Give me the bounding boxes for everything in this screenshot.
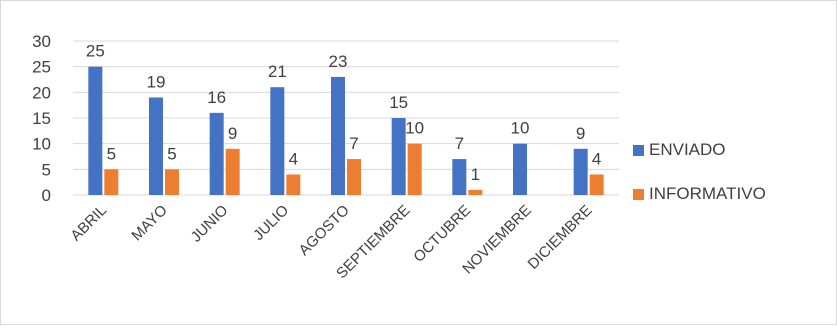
data-label-enviado-agosto: 23 [329,52,348,71]
x-tick-label-mayo: MAYO [128,202,170,244]
x-tick-label-octubre: OCTUBRE [410,202,474,266]
legend-swatch-enviado [633,144,644,156]
y-tick-label-5: 5 [42,160,51,179]
y-tick-label-0: 0 [42,186,51,205]
x-tick-label-agosto: AGOSTO [296,202,353,259]
legend-label-informativo: INFORMATIVO [649,184,766,203]
data-label-informativo-abril: 5 [107,144,116,163]
data-label-enviado-julio: 21 [268,62,287,81]
data-label-informativo-diciembre: 4 [592,149,601,168]
x-tick-label-junio: JUNIO [188,202,232,246]
data-label-informativo-septiembre: 10 [405,119,424,138]
bar-enviado-diciembre [573,148,588,195]
y-tick-label-15: 15 [32,109,51,128]
data-label-enviado-noviembre: 10 [511,119,530,138]
bar-enviado-junio [209,112,224,195]
legend-item-informativo: INFORMATIVO [633,184,766,204]
data-label-informativo-junio: 9 [228,124,237,143]
bar-informativo-mayo [165,169,179,195]
data-label-informativo-julio: 4 [289,149,298,168]
y-tick-label-30: 30 [32,32,51,51]
bar-enviado-agosto [331,76,345,195]
bar-enviado-octubre [452,159,467,195]
bar-enviado-mayo [149,97,163,195]
bar-enviado-septiembre [391,118,406,195]
bar-enviado-julio [270,87,285,195]
y-tick-label-20: 20 [32,83,51,102]
bar-informativo-octubre [468,189,483,195]
y-tick-label-25: 25 [32,58,51,77]
legend-label-enviado: ENVIADO [649,140,726,159]
data-label-enviado-abril: 25 [86,42,105,61]
chart-plot: 051015202530255ABRIL195MAYO169JUNIO214JU… [32,32,619,282]
data-label-informativo-octubre: 1 [471,165,480,184]
bar-enviado-abril [88,66,103,196]
x-tick-label-diciembre: DICIEMBRE [525,202,596,273]
bar-informativo-abril [104,169,119,195]
bar-informativo-julio [286,174,301,195]
legend-swatch-informativo [633,188,644,200]
data-label-enviado-mayo: 19 [147,72,166,91]
data-label-enviado-junio: 16 [207,88,226,107]
x-tick-label-julio: JULIO [250,202,292,244]
x-tick-label-abril: ABRIL [67,202,110,245]
bar-enviado-noviembre [513,143,527,195]
legend-item-enviado: ENVIADO [633,140,726,160]
data-label-informativo-agosto: 7 [349,134,358,153]
bar-informativo-diciembre [589,174,604,195]
data-label-enviado-octubre: 7 [455,134,464,153]
y-tick-label-10: 10 [32,135,51,154]
data-label-informativo-mayo: 5 [167,144,176,163]
bar-informativo-junio [225,148,240,195]
data-label-enviado-diciembre: 9 [576,124,585,143]
data-label-enviado-septiembre: 15 [389,93,408,112]
bar-informativo-septiembre [407,143,422,195]
bar-informativo-agosto [347,159,361,195]
